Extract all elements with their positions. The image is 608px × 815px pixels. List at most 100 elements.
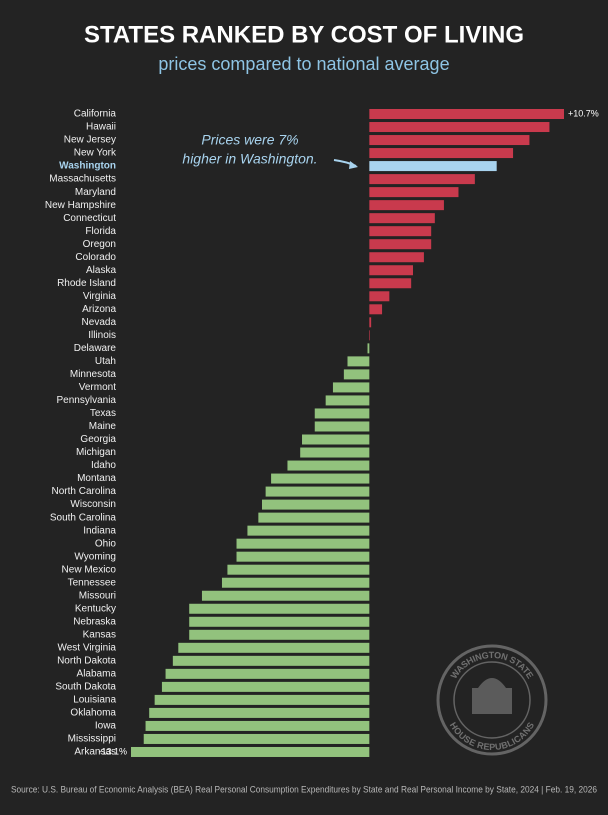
bar — [302, 434, 370, 445]
bar — [369, 148, 514, 159]
category-label: Arizona — [82, 304, 116, 315]
category-label: Vermont — [79, 382, 116, 393]
value-label: -13.1% — [98, 746, 127, 756]
bar — [300, 447, 370, 458]
category-label: New York — [74, 148, 117, 159]
logo-dome — [478, 678, 506, 688]
logo-ring — [436, 644, 548, 756]
bar — [369, 304, 383, 315]
bar — [369, 135, 530, 146]
category-label: Indiana — [83, 525, 116, 536]
bar — [367, 343, 370, 354]
bar — [265, 486, 370, 497]
category-label: Ohio — [95, 538, 117, 549]
bar — [247, 525, 370, 536]
category-label: New Mexico — [62, 564, 117, 575]
bar — [369, 109, 564, 119]
bar — [189, 629, 370, 640]
bar — [369, 291, 390, 302]
category-label: Louisiana — [73, 695, 116, 706]
category-label: Minnesota — [70, 369, 117, 380]
category-label: Delaware — [74, 343, 117, 354]
category-label: Tennessee — [68, 577, 117, 588]
category-label: Oklahoma — [70, 708, 116, 719]
bar — [189, 603, 370, 614]
bar — [343, 369, 370, 380]
bar — [369, 200, 444, 211]
bar — [369, 161, 497, 172]
category-label: Mississippi — [68, 734, 116, 745]
category-label: California — [74, 109, 117, 120]
category-label: Kentucky — [75, 603, 116, 614]
bar — [189, 616, 370, 627]
category-label: Illinois — [88, 330, 116, 341]
bar — [172, 655, 370, 666]
bar — [258, 512, 370, 523]
category-label: Arkansas — [74, 747, 116, 758]
logo-text: HOUSE REPUBLICANS — [448, 721, 537, 753]
bar — [287, 460, 370, 471]
category-label: South Carolina — [50, 512, 117, 523]
bar — [369, 122, 550, 133]
annotation: higher in Washington. — [182, 151, 317, 167]
category-label: Maryland — [75, 187, 116, 198]
category-label: Connecticut — [63, 213, 116, 224]
category-label: Oregon — [83, 239, 116, 250]
category-label: Wisconsin — [70, 499, 116, 510]
category-label: Georgia — [80, 434, 116, 445]
bar — [369, 330, 370, 341]
category-label: Maine — [89, 421, 117, 432]
bar — [236, 538, 370, 549]
bar — [154, 694, 370, 705]
category-label: Nebraska — [73, 616, 116, 627]
category-label: Missouri — [79, 590, 116, 601]
bar — [325, 395, 370, 406]
logo-text: HOUSE REPUBLICANS — [448, 721, 537, 753]
category-label: Alaska — [86, 265, 116, 276]
bar — [369, 278, 412, 289]
logo-building — [472, 688, 512, 714]
annotation-arrowhead — [349, 161, 358, 169]
category-label: Alabama — [77, 669, 117, 680]
bar — [221, 577, 370, 588]
bar — [145, 720, 370, 731]
category-label: Texas — [90, 408, 116, 419]
bar — [261, 499, 370, 510]
bar — [178, 642, 370, 653]
bar — [165, 668, 370, 679]
category-label: Montana — [77, 473, 116, 484]
category-label: West Virginia — [57, 642, 116, 653]
category-label: North Dakota — [57, 655, 116, 666]
category-label: Hawaii — [86, 122, 116, 133]
chart-title: STATES RANKED BY COST OF LIVING — [84, 21, 524, 48]
category-label: Virginia — [83, 291, 117, 302]
bar — [143, 733, 370, 744]
bar — [314, 408, 370, 419]
bar — [227, 564, 370, 575]
category-label: Iowa — [95, 721, 117, 732]
category-label: Colorado — [75, 252, 116, 263]
bar — [332, 382, 370, 393]
bar — [369, 239, 432, 250]
category-label: Nevada — [82, 317, 117, 328]
bar — [271, 473, 370, 484]
bar — [369, 226, 432, 237]
chart-subtitle: prices compared to national average — [158, 54, 449, 74]
category-label: South Dakota — [55, 682, 116, 693]
category-label: New Jersey — [64, 135, 116, 146]
category-label: Kansas — [83, 629, 116, 640]
category-label: North Carolina — [52, 486, 117, 497]
category-label: Florida — [85, 226, 116, 237]
category-label: Rhode Island — [57, 278, 116, 289]
bar — [369, 265, 413, 276]
category-label: New Hampshire — [45, 200, 117, 211]
annotation: Prices were 7% — [201, 132, 298, 148]
bar — [201, 590, 370, 601]
category-label: Michigan — [76, 447, 116, 458]
category-label: Massachusetts — [49, 174, 116, 185]
category-label: Washington — [59, 161, 116, 172]
bar — [369, 213, 435, 224]
